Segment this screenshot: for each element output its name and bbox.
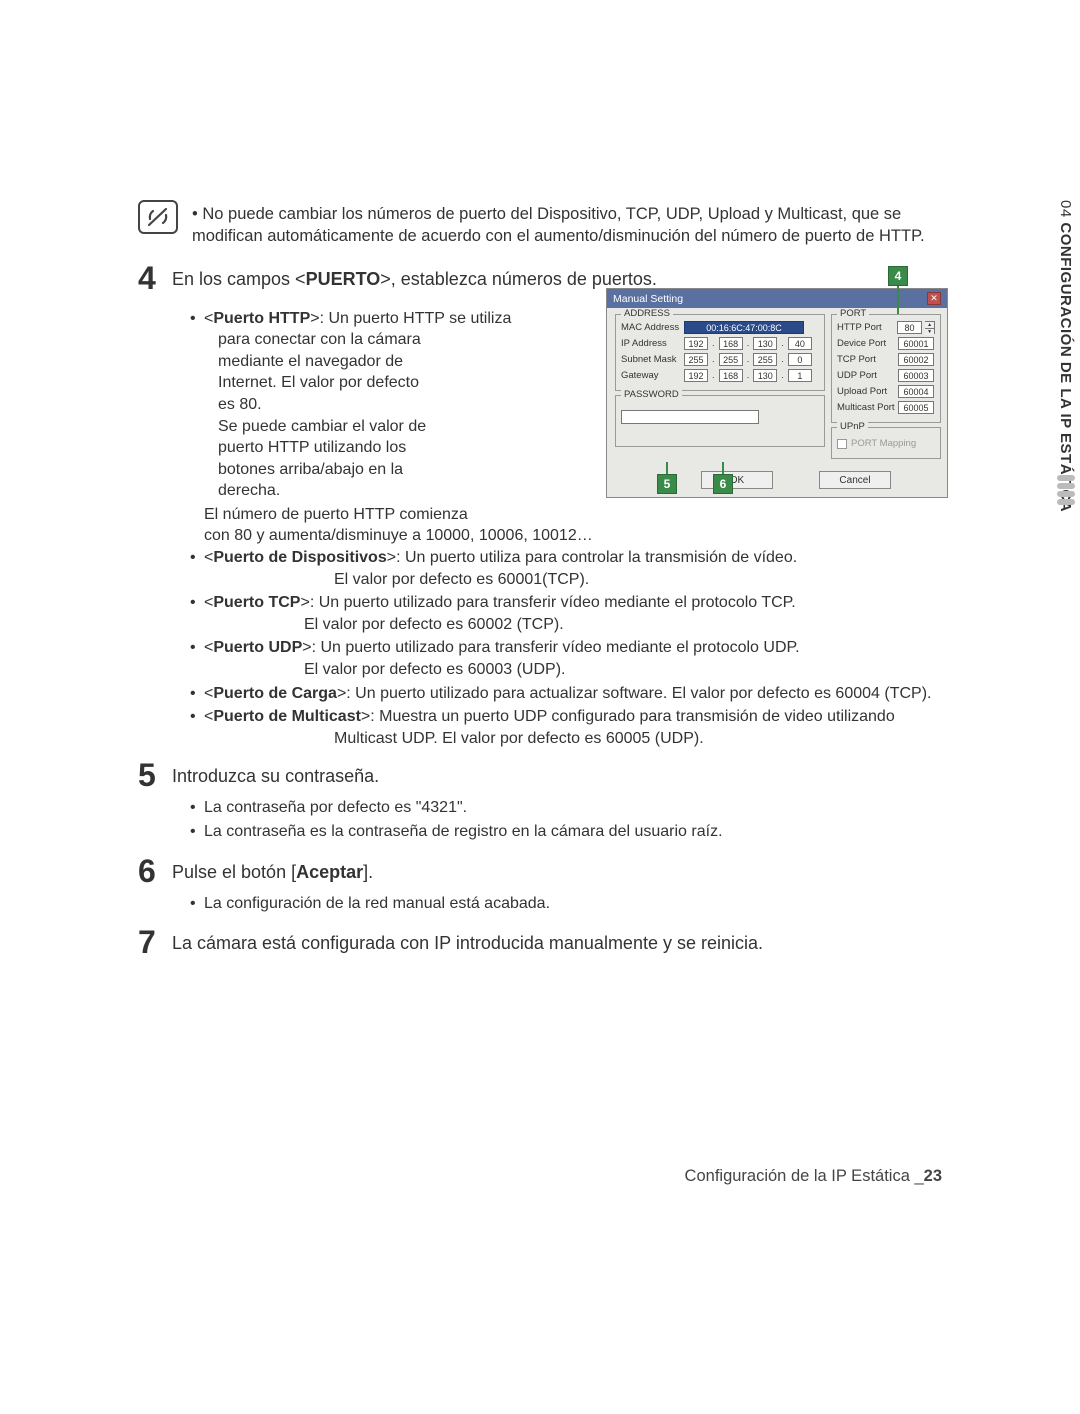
udp-port-input[interactable]: 60003 [898,369,934,382]
step-number: 4 [138,262,172,294]
callout-6: 6 [713,474,733,494]
step-6: 6 Pulse el botón [Aceptar]. [138,855,948,887]
ip-octet[interactable]: 168 [719,337,743,350]
dialog-screenshot: 4 Manual Setting ✕ ADDRESS MAC Address00… [606,288,948,498]
upnp-checkbox[interactable] [837,439,847,449]
mac-value: 00:16:6C:47:00:8C [684,321,804,334]
mask-octet[interactable]: 255 [684,353,708,366]
udp-port-label: UDP Port [837,370,895,381]
footer-label: Configuración de la IP Estática _ [685,1167,924,1185]
callout-4: 4 [888,266,908,286]
tcp-port-label: TCP Port [837,354,895,365]
http-port-label: HTTP Port [837,322,894,333]
tcp-port-input[interactable]: 60002 [898,353,934,366]
mask-octet[interactable]: 255 [753,353,777,366]
page-number: 23 [924,1167,942,1185]
address-legend: ADDRESS [621,308,673,319]
ip-octet[interactable]: 192 [684,337,708,350]
step-text: Pulse el botón [Aceptar]. [172,855,948,884]
upnp-label: PORT Mapping [851,438,916,449]
dialog-title-bar: Manual Setting ✕ [607,289,947,308]
step-5-bullets: La contraseña por defecto es "4321". La … [138,797,948,842]
note-text: No puede cambiar los números de puerto d… [192,200,948,248]
step-text: La cámara está configurada con IP introd… [172,926,948,955]
step-7: 7 La cámara está configurada con IP intr… [138,926,948,958]
address-fieldset: ADDRESS MAC Address00:16:6C:47:00:8C IP … [615,314,825,391]
spinner-icon[interactable]: ▲▼ [925,321,935,334]
upnp-fieldset: UPnP PORT Mapping [831,427,941,459]
password-fieldset: PASSWORD [615,395,825,447]
mask-label: Subnet Mask [621,354,681,365]
gw-octet[interactable]: 1 [788,369,812,382]
upload-port-input[interactable]: 60004 [898,385,934,398]
note-icon [138,200,178,234]
ip-octet[interactable]: 130 [753,337,777,350]
cancel-button[interactable]: Cancel [819,471,891,489]
port-legend: PORT [837,308,869,319]
device-port-input[interactable]: 60001 [898,337,934,350]
step-number: 5 [138,759,172,791]
mask-octet[interactable]: 255 [719,353,743,366]
step-number: 6 [138,855,172,887]
step-number: 7 [138,926,172,958]
multicast-port-label: Multicast Port [837,402,895,413]
side-decoration [1057,475,1075,515]
side-label: 04 CONFIGURACIÓN DE LA IP ESTÁTICA [1057,200,1074,512]
port-fieldset: PORT HTTP Port80▲▼ Device Port60001 TCP … [831,314,941,423]
http-port-continued: El número de puerto HTTP comienza con 80… [138,504,948,750]
ip-octet[interactable]: 40 [788,337,812,350]
dialog-title: Manual Setting [613,293,683,305]
password-input[interactable] [621,410,759,424]
gw-octet[interactable]: 130 [753,369,777,382]
mask-octet[interactable]: 0 [788,353,812,366]
device-port-label: Device Port [837,338,895,349]
gw-octet[interactable]: 168 [719,369,743,382]
step-text: Introduzca su contraseña. [172,759,948,788]
ok-button[interactable]: OK [701,471,773,489]
gw-octet[interactable]: 192 [684,369,708,382]
step-5: 5 Introduzca su contraseña. [138,759,948,791]
ip-label: IP Address [621,338,681,349]
password-legend: PASSWORD [621,389,682,400]
http-port-input[interactable]: 80 [897,321,923,334]
side-tab: 04 CONFIGURACIÓN DE LA IP ESTÁTICA [1050,200,1080,530]
step-text: En los campos <PUERTO>, establezca númer… [172,262,948,291]
upload-port-label: Upload Port [837,386,895,397]
callout-5: 5 [657,474,677,494]
close-icon[interactable]: ✕ [927,292,941,305]
note-row: No puede cambiar los números de puerto d… [138,200,948,248]
gw-label: Gateway [621,370,681,381]
mac-label: MAC Address [621,322,681,333]
http-port-description: <Puerto HTTP>: Un puerto HTTP se utiliza… [138,308,558,502]
footer: Configuración de la IP Estática _23 [0,1167,1080,1186]
multicast-port-input[interactable]: 60005 [898,401,934,414]
upnp-legend: UPnP [837,421,868,432]
step-6-bullets: La configuración de la red manual está a… [138,893,948,915]
